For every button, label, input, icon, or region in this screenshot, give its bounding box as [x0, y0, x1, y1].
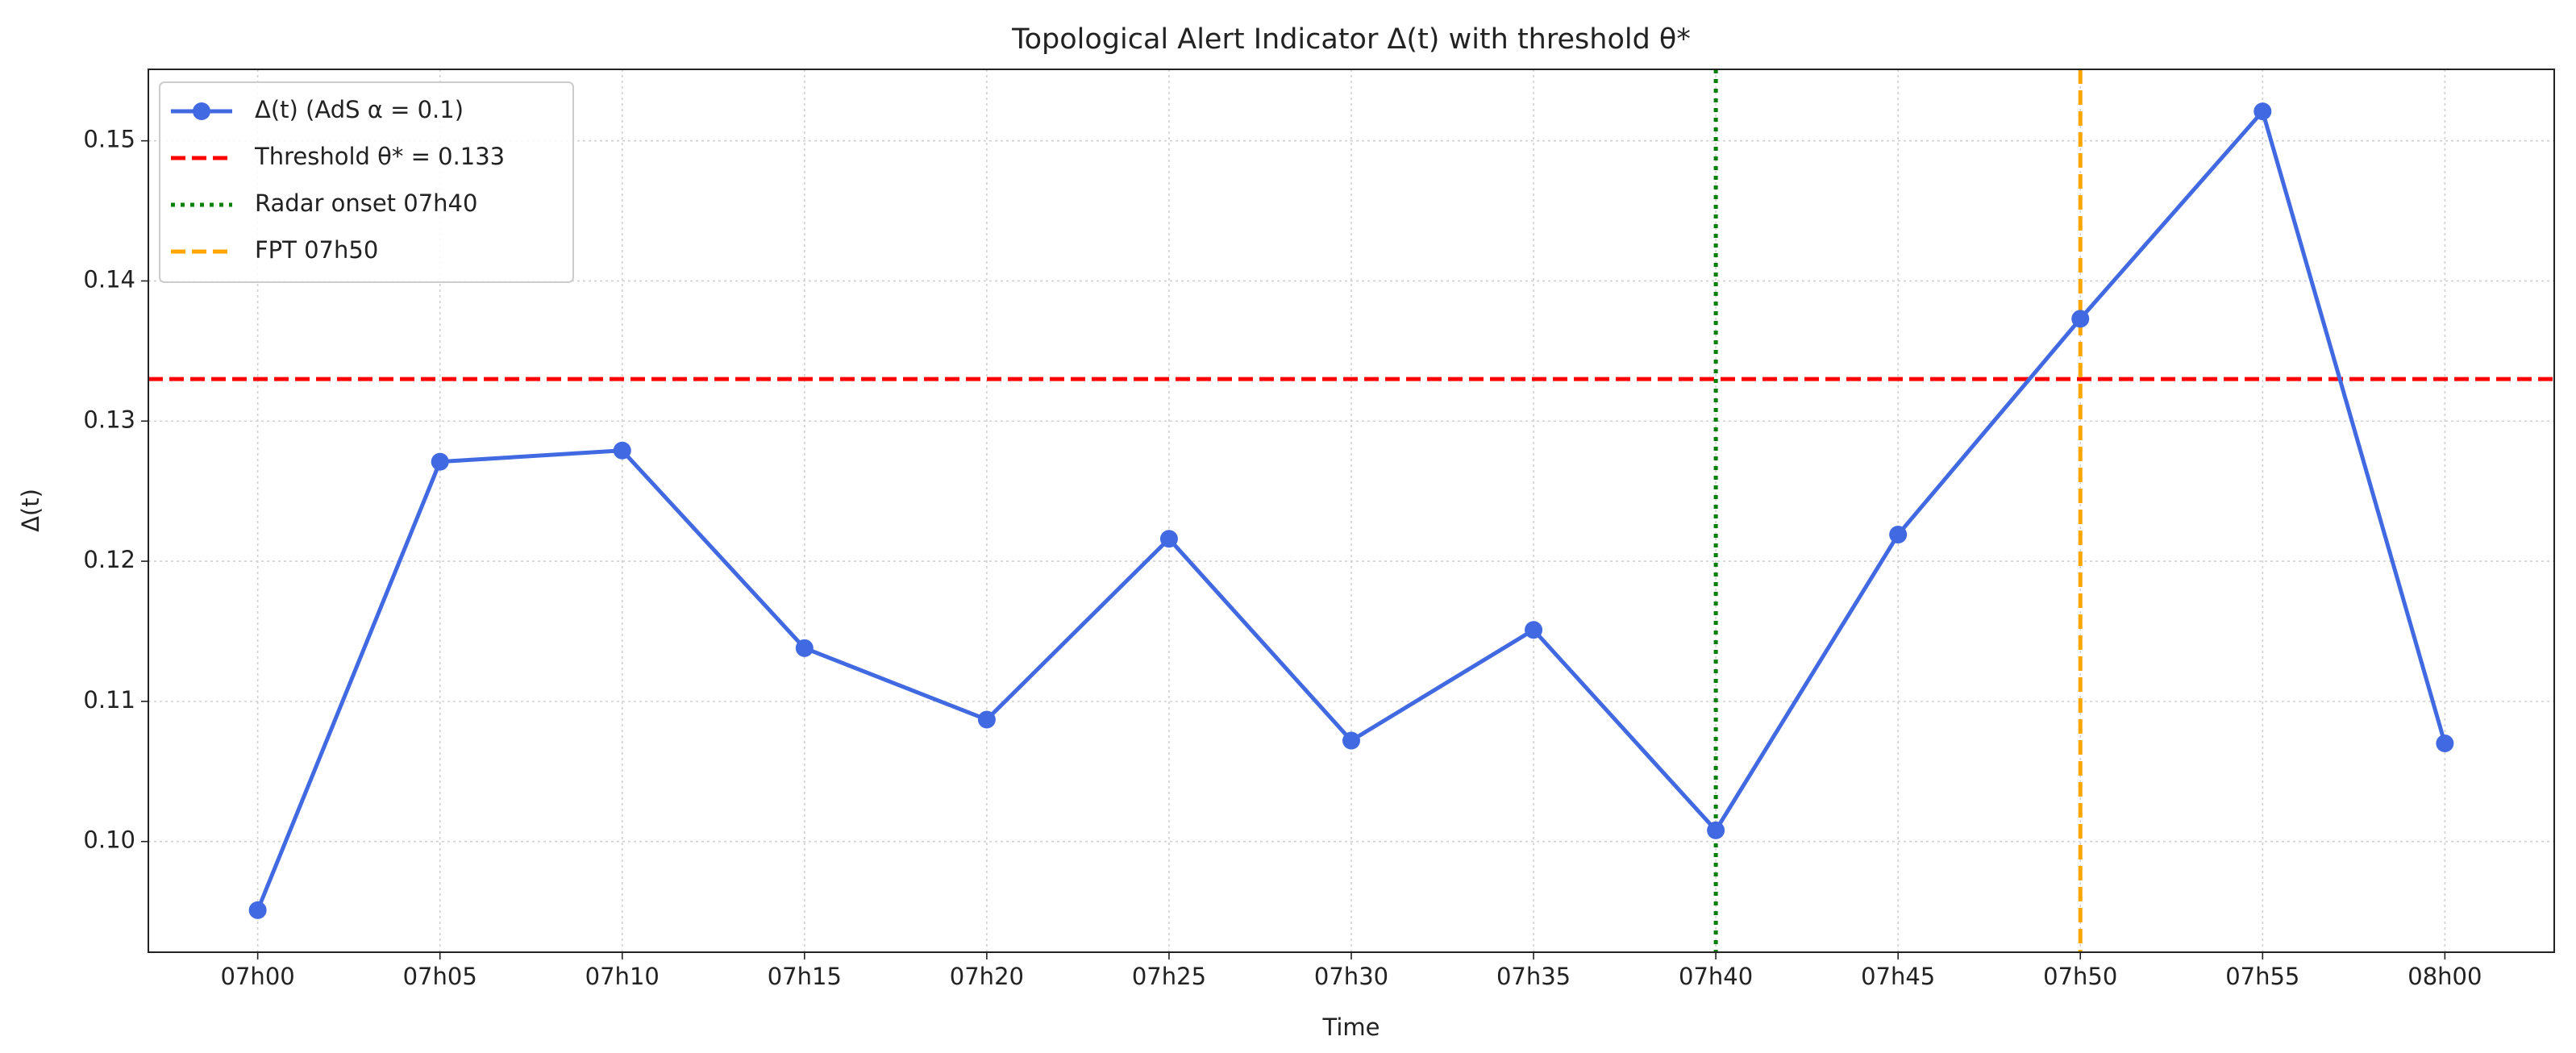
y-axis-label: Δ(t)	[17, 489, 44, 532]
legend-label: FPT 07h50	[255, 236, 378, 264]
y-tick-label: 0.11	[83, 686, 135, 714]
data-point	[1707, 821, 1725, 839]
legend-box	[159, 81, 574, 283]
y-tick-label: 0.13	[83, 406, 135, 433]
data-point	[2436, 735, 2454, 753]
x-tick-label: 07h55	[2225, 963, 2299, 990]
y-tick-label: 0.12	[83, 546, 135, 573]
x-tick-label: 07h45	[1861, 963, 1935, 990]
y-tick-label: 0.15	[83, 126, 135, 153]
x-tick-label: 07h35	[1496, 963, 1571, 990]
data-point	[431, 452, 449, 471]
legend-label: Radar onset 07h40	[255, 189, 477, 217]
x-axis-label: Time	[1322, 1013, 1380, 1041]
data-point	[977, 710, 996, 729]
x-tick-label: 07h20	[950, 963, 1024, 990]
x-tick-label: 07h05	[403, 963, 477, 990]
x-tick-label: 07h00	[221, 963, 295, 990]
data-point	[795, 639, 814, 657]
data-point	[1889, 526, 1908, 544]
legend-marker	[193, 102, 210, 120]
data-point	[613, 441, 631, 460]
x-tick-label: 07h10	[585, 963, 660, 990]
y-tick-label: 0.10	[83, 826, 135, 854]
data-point	[1159, 530, 1178, 548]
data-point	[248, 901, 267, 919]
x-tick-label: 07h25	[1132, 963, 1206, 990]
legend-label: Δ(t) (AdS α = 0.1)	[255, 96, 464, 123]
x-tick-label: 07h15	[768, 963, 842, 990]
data-point	[2071, 310, 2090, 328]
y-tick-label: 0.14	[83, 265, 135, 293]
data-point	[2253, 102, 2272, 121]
legend-label: Threshold θ* = 0.133	[254, 143, 505, 170]
x-tick-label: 07h30	[1314, 963, 1388, 990]
chart-title: Topological Alert Indicator Δ(t) with th…	[1011, 23, 1691, 56]
x-tick-label: 07h50	[2043, 963, 2117, 990]
x-tick-label: 07h40	[1679, 963, 1753, 990]
plot-frame	[148, 69, 2555, 953]
data-point	[1342, 731, 1360, 750]
data-point	[1525, 621, 1543, 639]
x-tick-label: 08h00	[2407, 963, 2482, 990]
